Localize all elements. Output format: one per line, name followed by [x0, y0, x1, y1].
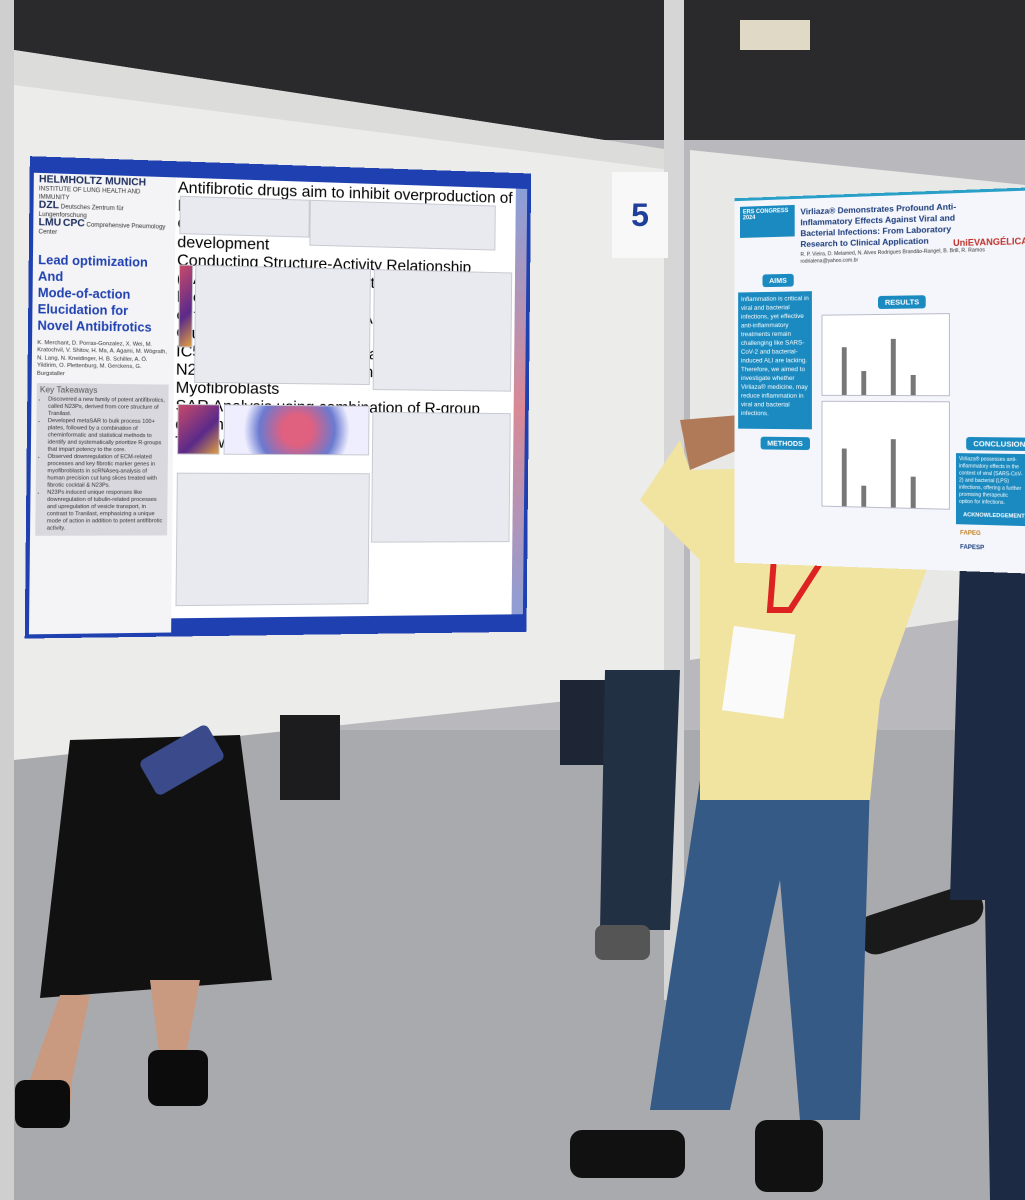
sponsor: FAPEG	[960, 530, 981, 538]
logo-text: DZL	[38, 199, 60, 212]
shoe	[570, 1130, 685, 1178]
right-person	[950, 540, 1025, 1200]
title-line: Novel Antibifrotics	[37, 318, 152, 335]
takeaway: Developed metaSAR to bulk process 100+ p…	[48, 418, 166, 454]
figure	[372, 269, 513, 392]
figure	[177, 403, 221, 455]
takeaways-list: Discovered a new family of potent antifi…	[38, 396, 165, 532]
logo-text: CPC	[62, 217, 85, 230]
aims-text: Inflammation is critical in viral and ba…	[738, 291, 812, 430]
section-heading: ACKNOWLEDGEMENTS	[955, 509, 1025, 523]
figure	[223, 404, 370, 456]
figure	[179, 195, 310, 238]
figure	[178, 264, 194, 348]
left-poster: HELMHOLTZ MUNICH INSTITUTE OF LUNG HEALT…	[24, 156, 532, 639]
section-heading: CONCLUSION	[966, 436, 1025, 452]
arm	[680, 415, 750, 470]
poster-tube	[856, 885, 984, 955]
lamp	[740, 20, 810, 50]
sponsor: FAPESP	[960, 544, 985, 552]
section-heading: AIMS	[762, 273, 794, 288]
shoe	[595, 925, 650, 960]
takeaway: N23Ps induced unique responses like down…	[47, 490, 165, 533]
poster-footer	[171, 614, 523, 633]
results-chart	[821, 313, 950, 397]
authors: R. P. Vieira, D. Melamed, N. Alves Rodri…	[800, 247, 988, 266]
board-pole	[0, 0, 14, 1200]
jeans	[650, 780, 870, 1120]
figure	[175, 472, 370, 607]
shoe	[755, 1120, 823, 1192]
background-person	[600, 670, 680, 930]
badge	[722, 625, 796, 719]
takeaway: Observed downregulation of ECM-related p…	[47, 454, 165, 490]
poster-body: Antifibrotic drugs aim to inhibit overpr…	[173, 179, 514, 618]
email: rodrialena@yahoo.com.br	[800, 257, 859, 265]
right-poster: ERS CONGRESS 2024 Virliaza® Demonstrates…	[734, 187, 1025, 574]
key-takeaways: Key Takeaways Discovered a new family of…	[35, 383, 169, 536]
authors: K. Merchant, D. Porras-Gonzalez, X. Wei,…	[36, 339, 167, 377]
congress-logo: ERS CONGRESS 2024	[740, 204, 795, 238]
results-chart	[821, 400, 950, 510]
phone	[140, 725, 224, 795]
poster-left-column: HELMHOLTZ MUNICH INSTITUTE OF LUNG HEALT…	[28, 172, 176, 635]
logos: HELMHOLTZ MUNICH INSTITUTE OF LUNG HEALT…	[38, 174, 171, 255]
board-top	[14, 50, 670, 170]
takeaways-heading: Key Takeaways	[39, 385, 98, 395]
section-heading: RESULTS	[878, 295, 927, 309]
figure	[309, 199, 496, 251]
background-person	[280, 715, 340, 800]
board-number: 5	[612, 172, 668, 258]
figure	[371, 411, 511, 543]
poster-title: Lead optimization And Mode-of-action Elucid…	[37, 252, 170, 336]
figure	[194, 264, 371, 386]
leg	[150, 980, 200, 1060]
shoe	[148, 1050, 208, 1106]
section-heading: METHODS	[760, 436, 810, 451]
side-figure	[511, 188, 528, 629]
logo-text: LMU	[38, 216, 62, 229]
skirt	[40, 735, 272, 998]
shoe	[15, 1080, 70, 1128]
university-logo: UniEVANGÉLICA	[953, 235, 1025, 249]
takeaway: Discovered a new family of potent antifi…	[48, 397, 166, 420]
